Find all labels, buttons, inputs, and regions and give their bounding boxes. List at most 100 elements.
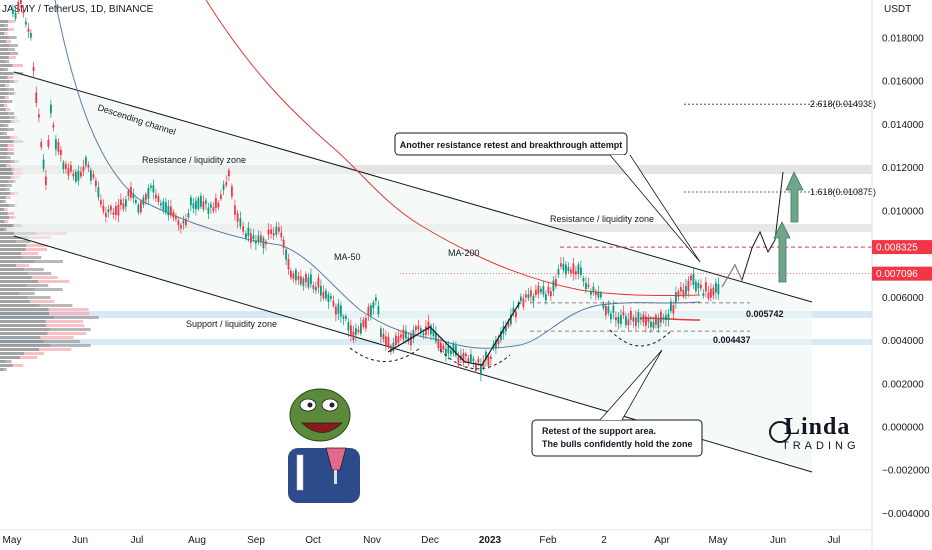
candle [337,303,340,314]
candle [35,92,38,104]
candle [120,199,122,206]
volume-bar [5,156,11,159]
candle [600,293,602,298]
y-tick-label: 0.012000 [882,163,924,174]
candle [350,325,352,335]
volume-bar [0,320,46,323]
candle [397,336,400,344]
candle [75,171,77,182]
candle [692,274,695,285]
x-axis: May Jun Jul Aug Sep Oct Nov Dec 2023 Feb 2 Apr May Ju… [0,529,872,546]
candle [505,325,507,332]
y-tick-label: 0.018000 [882,34,924,45]
candle [537,285,540,294]
resistance-mid-label: Resistance / liquidity zone [550,214,654,224]
volume-bar [15,264,29,267]
candle [685,285,687,295]
candle [167,205,170,216]
candle [640,317,642,320]
volume-bar [3,132,7,135]
candle [500,331,502,340]
volume-bar [0,312,50,315]
candle [540,288,542,293]
candle [695,281,697,292]
candle [127,190,130,197]
candle [45,176,47,186]
fib-label-0: 2.618(0.014938) [810,99,876,109]
candle [445,348,447,357]
x-tick-label: Dec [421,535,439,546]
candle [617,316,620,324]
candle [432,329,435,337]
candle [217,202,220,208]
x-tick-label: May [3,535,22,546]
volume-bar [28,272,52,275]
candle [257,235,260,242]
candle [307,277,310,288]
candle [172,211,175,218]
x-tick-label: Sep [247,535,265,546]
x-tick-label: Aug [188,535,206,546]
candle [620,315,622,324]
candle [50,104,52,114]
candle [512,307,515,313]
candle [317,277,320,288]
candle [447,346,450,353]
volume-bar [0,100,7,103]
volume-bar [0,324,47,327]
candle [480,363,482,375]
x-tick-label: Jun [72,535,88,546]
channel-upper-line [13,71,813,303]
candle [405,330,407,339]
volume-bar [0,20,9,23]
candle [62,162,65,170]
y-tick-label: 0.006000 [882,293,924,304]
candle [182,220,185,224]
volume-bar [8,56,17,59]
volume-bar [45,320,84,323]
volume-bar [0,304,40,307]
y-tick-label: −0.004000 [882,509,930,520]
candle [125,199,127,207]
candle [20,0,22,4]
candle [607,306,610,314]
candle [187,213,190,218]
candle [595,291,597,296]
volume-bar [20,252,39,255]
candle [236,213,239,222]
candle [72,173,75,177]
volume-bar [0,64,13,67]
candle [560,263,562,267]
candle [207,207,210,214]
level-label-1: 0.004437 [713,335,751,345]
volume-bar [0,156,6,159]
candle [710,288,712,298]
candle [225,182,228,186]
x-tick-label: Feb [539,535,557,546]
candle [228,170,230,177]
candle [234,205,236,215]
volume-bar [0,252,21,255]
candle [197,198,200,209]
volume-bar [0,368,4,371]
candle [278,227,280,232]
candle [630,311,632,320]
candle [427,321,430,331]
candle [682,289,685,297]
candle [95,180,97,187]
volume-bar [0,240,17,243]
candle [145,194,147,201]
x-tick-label: Apr [654,535,670,546]
volume-bar [0,88,8,91]
volume-bar [0,176,11,179]
candle [622,311,625,316]
volume-bar [26,284,49,287]
volume-bar [0,96,5,99]
candle [437,340,440,349]
mascot-image [288,388,360,503]
candle [77,171,80,181]
candle [135,200,137,203]
candle [140,201,142,213]
candle [637,312,640,323]
